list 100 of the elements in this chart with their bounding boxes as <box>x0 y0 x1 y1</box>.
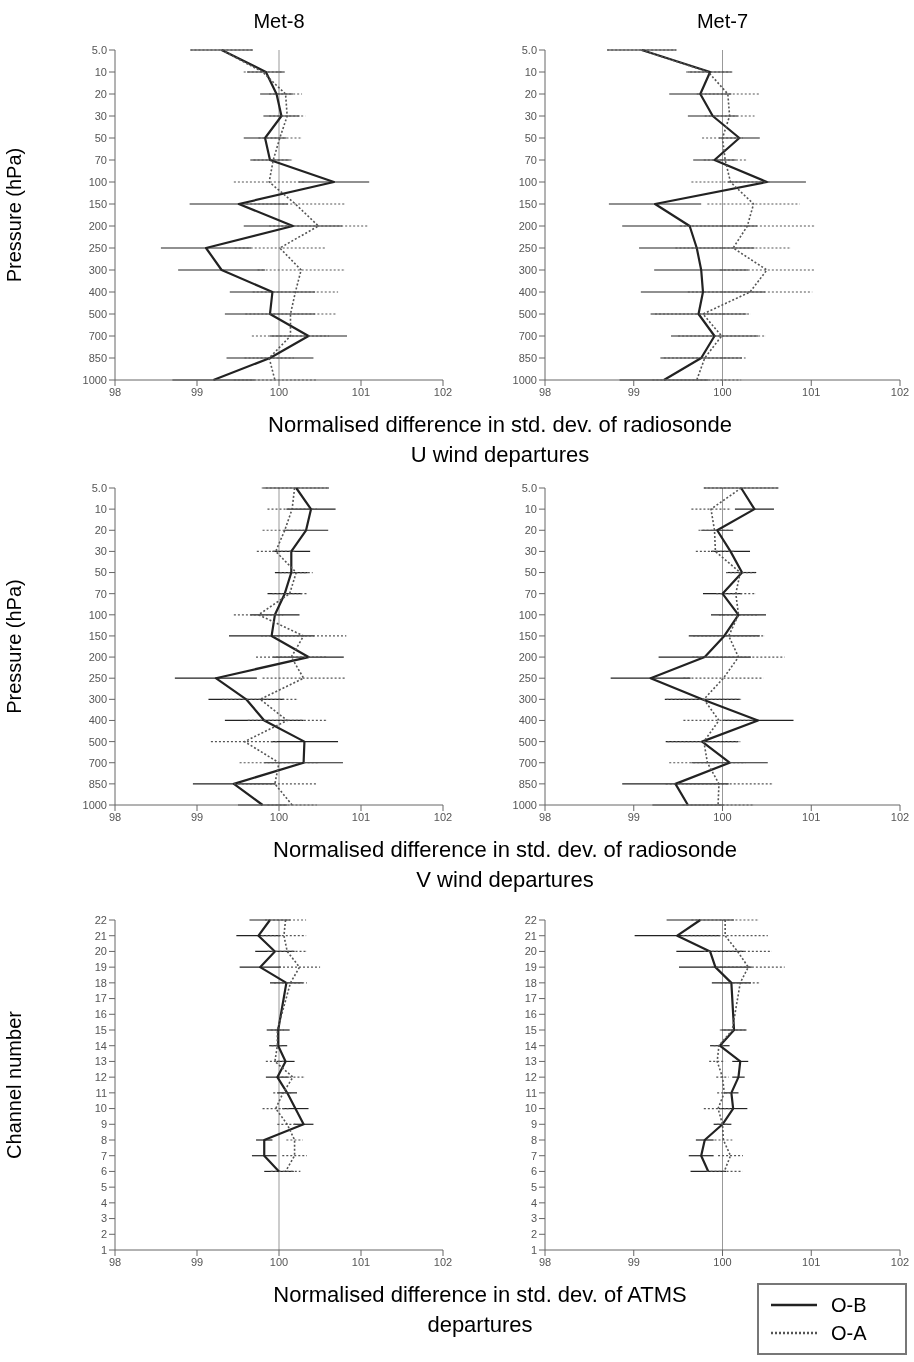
y-tick-label: 150 <box>88 197 107 210</box>
y-tick-label: 300 <box>88 263 107 276</box>
y-tick-label: 20 <box>524 87 537 100</box>
x-axis-title: Normalised difference in std. dev. of ATMS departures <box>272 1281 688 1339</box>
y-tick-label: 70 <box>94 587 107 600</box>
y-tick-label: 850 <box>88 777 107 790</box>
x-tick-label: 100 <box>713 810 732 823</box>
y-tick-label: 100 <box>88 608 107 621</box>
y-tick-label: 22 <box>94 913 107 926</box>
y-tick-label: 15 <box>94 1023 107 1036</box>
y-tick-label: 30 <box>94 109 107 122</box>
y-tick-label: 8 <box>530 1133 537 1146</box>
x-tick-label: 98 <box>108 385 122 398</box>
x-tick-label: 98 <box>538 1255 552 1268</box>
x-tick-label: 99 <box>190 1255 204 1268</box>
y-tick-label: 10 <box>94 503 107 516</box>
y-tick-label: 250 <box>518 672 537 685</box>
y-tick-label: 500 <box>88 735 107 748</box>
x-tick-label: 98 <box>108 1255 122 1268</box>
x-tick-label: 100 <box>269 810 289 823</box>
y-tick-label: 21 <box>94 929 107 942</box>
y-tick-label: 200 <box>518 650 537 663</box>
y-tick-label: 2 <box>530 1228 537 1241</box>
y-tick-label: 850 <box>88 351 107 364</box>
y-tick-label: 20 <box>94 945 107 958</box>
x-tick-label: 98 <box>538 810 552 823</box>
y-tick-label: 50 <box>524 131 537 144</box>
y-tick-label: 5.0 <box>91 43 107 56</box>
y-tick-label: 22 <box>524 913 537 926</box>
y-tick-label: 1 <box>100 1243 107 1256</box>
y-tick-label: 6 <box>530 1165 537 1178</box>
chart-title: Met-7 <box>695 10 750 33</box>
y-tick-label: 1 <box>530 1243 537 1256</box>
x-axis-title: Normalised difference in std. dev. of radiosonde V wind departures <box>272 836 738 894</box>
y-tick-label: 21 <box>524 929 537 942</box>
y-tick-label: 150 <box>518 197 537 210</box>
y-tick-label: 2 <box>100 1228 107 1241</box>
legend-label: O-B <box>831 1293 867 1317</box>
y-tick-label: 14 <box>524 1039 537 1052</box>
y-tick-label: 10 <box>94 1102 107 1115</box>
y-axis-title: Channel number <box>3 1010 26 1159</box>
y-tick-label: 70 <box>524 587 537 600</box>
y-tick-label: 150 <box>88 629 107 642</box>
x-tick-label: 100 <box>269 1255 289 1268</box>
y-tick-label: 400 <box>88 714 107 727</box>
y-tick-label: 5 <box>530 1181 537 1194</box>
y-tick-label: 18 <box>524 976 537 989</box>
y-tick-label: 500 <box>518 735 537 748</box>
y-tick-label: 50 <box>94 131 107 144</box>
y-tick-label: 18 <box>94 976 107 989</box>
y-tick-label: 5 <box>100 1181 107 1194</box>
y-axis-title: Pressure (hPa) <box>3 579 26 714</box>
x-tick-label: 101 <box>802 1255 821 1268</box>
y-tick-label: 5.0 <box>91 481 107 494</box>
x-tick-label: 99 <box>627 385 640 398</box>
y-tick-label: 850 <box>518 351 537 364</box>
y-tick-label: 1000 <box>82 798 107 811</box>
y-tick-label: 5.0 <box>521 481 537 494</box>
y-tick-label: 4 <box>530 1196 537 1209</box>
y-tick-label: 12 <box>524 1071 537 1084</box>
y-tick-label: 10 <box>94 65 107 78</box>
y-tick-label: 20 <box>94 87 107 100</box>
y-tick-label: 400 <box>518 285 537 298</box>
y-tick-label: 100 <box>518 608 537 621</box>
y-tick-label: 700 <box>88 756 107 769</box>
y-tick-label: 15 <box>524 1023 537 1036</box>
x-tick-label: 102 <box>433 810 453 823</box>
y-tick-label: 70 <box>94 153 107 166</box>
y-tick-label: 3 <box>530 1212 537 1225</box>
y-tick-label: 6 <box>100 1165 107 1178</box>
y-tick-label: 10 <box>524 1102 537 1115</box>
y-tick-label: 50 <box>94 566 107 579</box>
y-axis-title: Pressure (hPa) <box>3 147 26 283</box>
x-tick-label: 99 <box>627 1255 640 1268</box>
x-tick-label: 99 <box>627 810 640 823</box>
y-tick-label: 70 <box>524 153 537 166</box>
y-tick-label: 250 <box>88 672 107 685</box>
x-tick-label: 102 <box>890 1255 910 1268</box>
y-tick-label: 250 <box>518 241 537 254</box>
y-tick-label: 11 <box>525 1086 537 1099</box>
x-tick-label: 98 <box>538 385 552 398</box>
x-axis-title: Normalised difference in std. dev. of radiosonde U wind departures <box>267 411 733 469</box>
y-tick-label: 200 <box>88 219 107 232</box>
y-tick-label: 17 <box>524 992 537 1005</box>
y-tick-label: 10 <box>524 65 537 78</box>
x-tick-label: 100 <box>269 385 289 398</box>
y-tick-label: 1000 <box>82 373 107 386</box>
x-tick-label: 101 <box>351 385 371 398</box>
y-tick-label: 30 <box>524 109 537 122</box>
y-tick-label: 7 <box>100 1149 107 1162</box>
y-tick-label: 5.0 <box>521 43 537 56</box>
y-tick-label: 500 <box>518 307 537 320</box>
y-tick-label: 7 <box>530 1149 537 1162</box>
y-tick-label: 11 <box>95 1086 107 1099</box>
x-tick-label: 100 <box>713 385 732 398</box>
y-tick-label: 1000 <box>512 798 537 811</box>
x-tick-label: 101 <box>802 385 821 398</box>
y-tick-label: 300 <box>518 263 537 276</box>
y-tick-label: 9 <box>100 1118 107 1131</box>
y-tick-label: 16 <box>94 1008 107 1021</box>
